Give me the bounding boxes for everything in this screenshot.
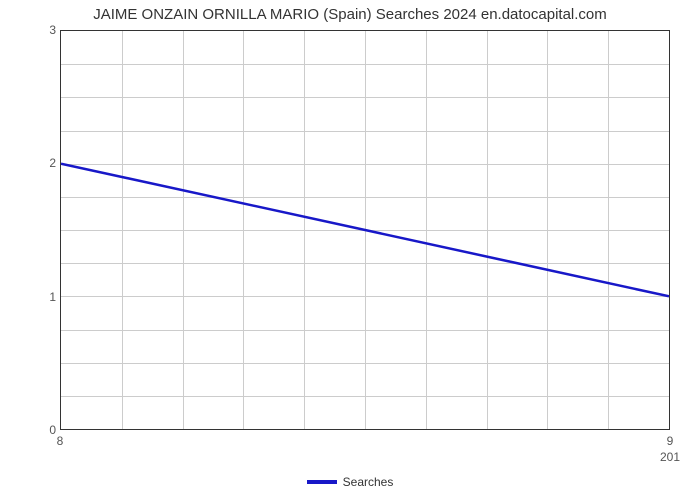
y-tick-0: 0 (36, 423, 56, 437)
grid-v (122, 31, 123, 429)
legend-label: Searches (343, 475, 394, 489)
legend-swatch (307, 480, 337, 484)
x-tick-0: 8 (57, 434, 64, 448)
grid-v (243, 31, 244, 429)
y-tick-1: 1 (36, 290, 56, 304)
grid-v (608, 31, 609, 429)
legend: Searches (0, 474, 700, 489)
grid-v (183, 31, 184, 429)
chart-title: JAIME ONZAIN ORNILLA MARIO (Spain) Searc… (0, 6, 700, 23)
grid-v (365, 31, 366, 429)
grid-v (426, 31, 427, 429)
x-tick-1: 9 (667, 434, 674, 448)
grid-v (487, 31, 488, 429)
x-sub-label: 201 (660, 450, 680, 464)
y-tick-2: 2 (36, 156, 56, 170)
grid-v (304, 31, 305, 429)
chart-container: JAIME ONZAIN ORNILLA MARIO (Spain) Searc… (0, 0, 700, 500)
grid-v (547, 31, 548, 429)
plot-area (60, 30, 670, 430)
y-tick-3: 3 (36, 23, 56, 37)
